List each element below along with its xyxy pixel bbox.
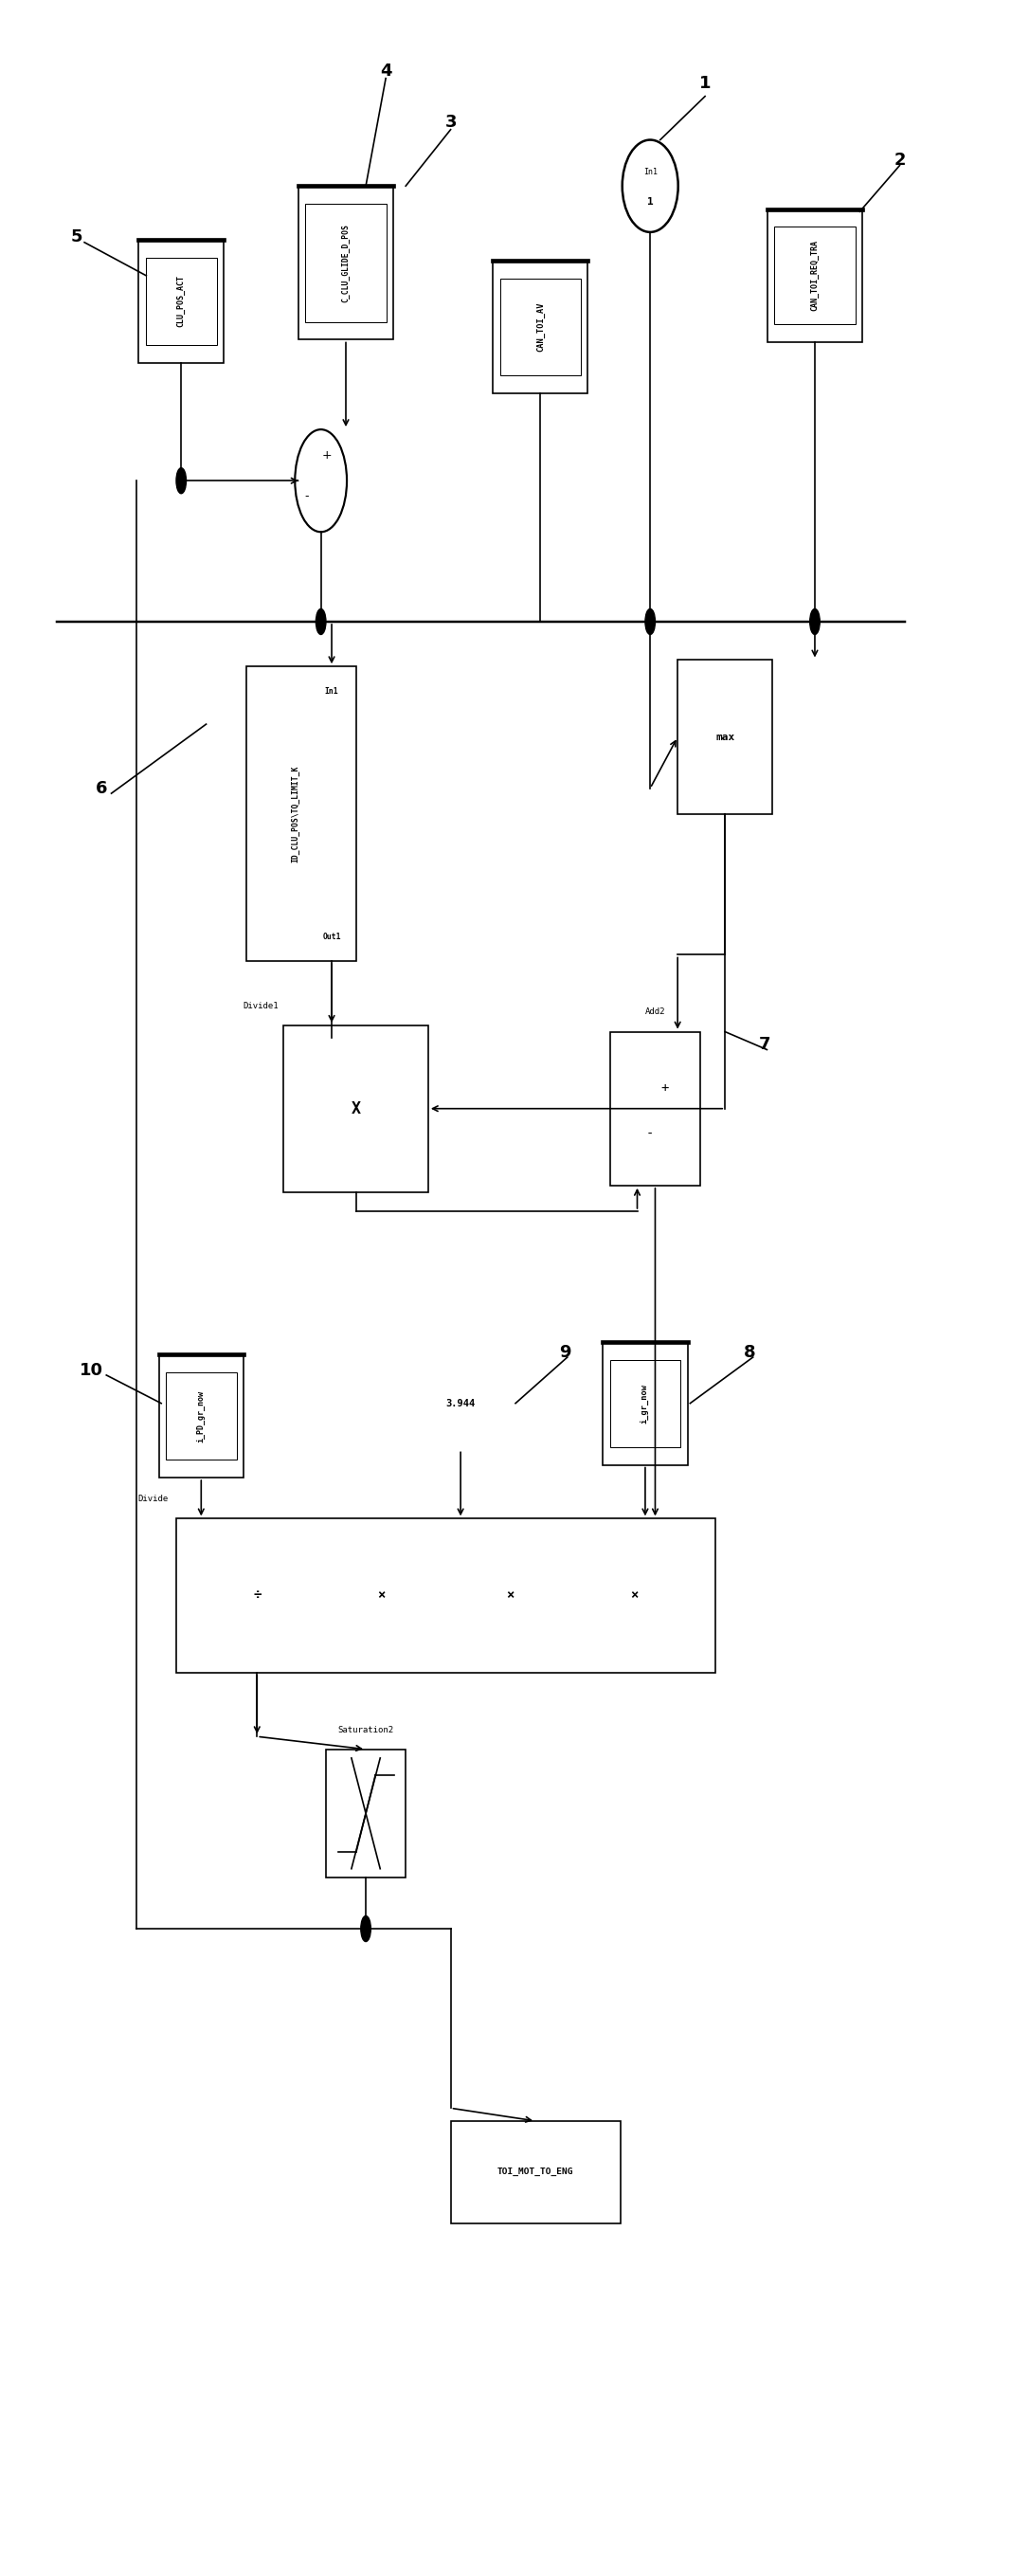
Text: ×: × <box>630 1589 638 1602</box>
FancyBboxPatch shape <box>603 1342 687 1466</box>
Text: 8: 8 <box>744 1345 756 1360</box>
Text: CAN_TOI_AV: CAN_TOI_AV <box>536 301 545 353</box>
Text: Add2: Add2 <box>645 1007 665 1018</box>
Text: Out1: Out1 <box>323 933 341 940</box>
Text: C_CLU_GLIDE_D_POS: C_CLU_GLIDE_D_POS <box>342 224 350 301</box>
FancyBboxPatch shape <box>451 2120 621 2223</box>
Circle shape <box>810 608 820 634</box>
FancyBboxPatch shape <box>159 1355 244 1479</box>
Text: max: max <box>716 732 735 742</box>
Text: ID_CLU_POS\TQ_LIMIT_K: ID_CLU_POS\TQ_LIMIT_K <box>291 765 300 863</box>
Text: 4: 4 <box>380 62 391 80</box>
Text: 10: 10 <box>80 1363 103 1378</box>
Text: Divide: Divide <box>137 1494 168 1504</box>
Text: ÷: ÷ <box>253 1589 261 1602</box>
FancyBboxPatch shape <box>493 260 587 394</box>
Text: 7: 7 <box>759 1036 770 1054</box>
Text: In1: In1 <box>643 167 657 175</box>
Text: -: - <box>304 489 309 502</box>
FancyBboxPatch shape <box>767 209 862 343</box>
Text: CLU_POS_ACT: CLU_POS_ACT <box>177 276 185 327</box>
Text: -: - <box>646 1128 654 1141</box>
Text: CAN_TOI_REQ_TRA: CAN_TOI_REQ_TRA <box>811 240 819 312</box>
FancyBboxPatch shape <box>139 240 223 363</box>
Text: +: + <box>321 448 332 461</box>
FancyBboxPatch shape <box>246 667 356 961</box>
Text: 1: 1 <box>700 75 711 93</box>
Text: In1: In1 <box>325 688 339 696</box>
FancyBboxPatch shape <box>326 1749 405 1878</box>
Text: 3: 3 <box>445 113 457 131</box>
Text: i_PD_gr_now: i_PD_gr_now <box>197 1391 205 1443</box>
Text: i_gr_now: i_gr_now <box>641 1383 649 1422</box>
Text: Saturation2: Saturation2 <box>338 1726 394 1734</box>
Ellipse shape <box>622 139 678 232</box>
Text: 1: 1 <box>647 198 653 206</box>
FancyBboxPatch shape <box>677 659 772 814</box>
Circle shape <box>315 608 326 634</box>
Text: TOI_MOT_TO_ENG: TOI_MOT_TO_ENG <box>497 2169 573 2177</box>
Text: X: X <box>351 1100 361 1118</box>
Text: 9: 9 <box>559 1345 571 1360</box>
Circle shape <box>176 469 186 495</box>
Text: ×: × <box>507 1589 515 1602</box>
Text: 3.944: 3.944 <box>446 1399 475 1409</box>
Text: Divide1: Divide1 <box>243 1002 278 1010</box>
FancyBboxPatch shape <box>283 1025 429 1193</box>
Text: ×: × <box>377 1589 385 1602</box>
Text: +: + <box>661 1082 669 1095</box>
Circle shape <box>361 1917 371 1942</box>
FancyBboxPatch shape <box>298 185 393 340</box>
Circle shape <box>645 608 655 634</box>
Text: 5: 5 <box>71 229 82 245</box>
Text: 6: 6 <box>95 781 107 796</box>
Text: 2: 2 <box>894 152 906 170</box>
FancyBboxPatch shape <box>611 1033 700 1185</box>
FancyBboxPatch shape <box>176 1520 715 1672</box>
Ellipse shape <box>295 430 347 533</box>
